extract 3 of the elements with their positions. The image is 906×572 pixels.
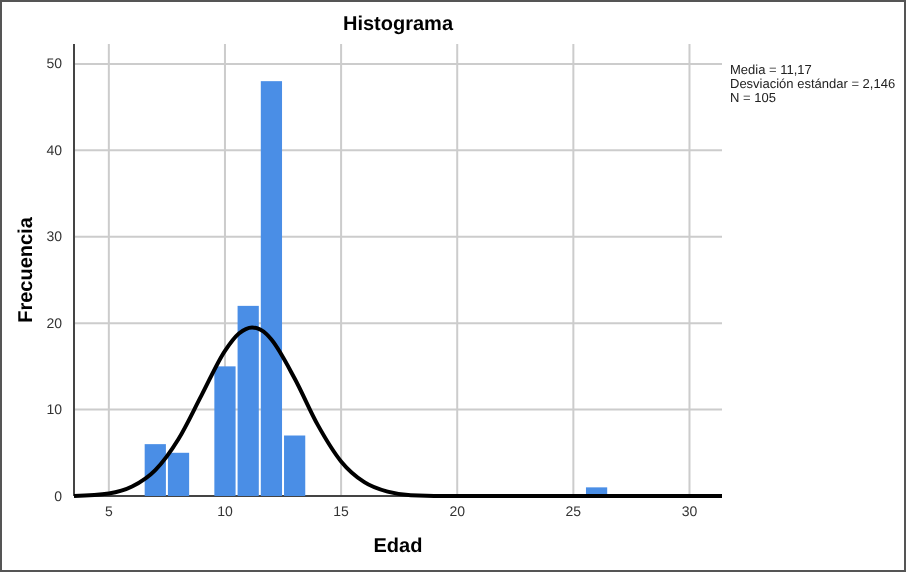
y-axis-title: Frecuencia [16,216,38,323]
chart-title: Histograma [342,14,454,36]
x-axis-title: Edad [373,536,423,558]
